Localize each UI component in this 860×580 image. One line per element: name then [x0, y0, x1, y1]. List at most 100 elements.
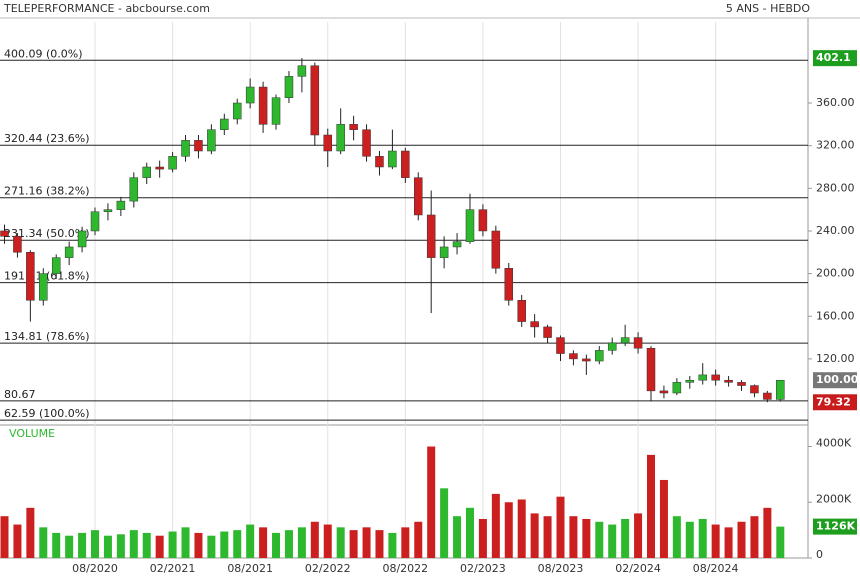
volume-bar: [39, 527, 48, 558]
candle-body: [129, 177, 139, 202]
candle-body: [582, 358, 591, 362]
volume-bar: [168, 531, 177, 558]
candle-body: [207, 129, 216, 152]
candle-body: [724, 379, 733, 383]
volume-bar: [0, 516, 9, 558]
candle-body: [556, 337, 565, 354]
candle-body: [116, 200, 126, 210]
candle-body: [336, 124, 345, 152]
y-tick-label: 280.00: [816, 181, 855, 194]
volume-bar: [26, 507, 35, 558]
candle-body: [39, 273, 48, 301]
candle-body: [26, 252, 35, 301]
candle-body: [530, 321, 539, 328]
volume-bar: [194, 532, 203, 558]
candle-body: [698, 374, 707, 381]
candle-body: [439, 246, 449, 258]
candle-body: [77, 230, 87, 248]
volume-bar: [181, 527, 190, 558]
candle-body: [323, 134, 332, 152]
candle-body: [763, 392, 772, 400]
volume-bar: [116, 534, 125, 558]
volume-label: VOLUME: [9, 427, 55, 440]
candle-body: [569, 353, 578, 360]
candle-body: [142, 166, 151, 178]
candle-body: [64, 246, 74, 258]
candle-body: [672, 382, 682, 394]
y-tick-label: 320.00: [816, 139, 855, 152]
price-badge: [813, 518, 857, 535]
volume-bar: [608, 524, 617, 558]
volume-bar: [698, 518, 707, 558]
candle-body: [595, 350, 604, 362]
volume-bar: [336, 527, 345, 558]
volume-bar: [207, 535, 216, 558]
candle-body: [349, 124, 358, 130]
candle-body: [620, 337, 630, 344]
candle-body: [0, 230, 9, 237]
volume-bar: [284, 530, 293, 558]
x-tick-label: 02/2024: [615, 562, 661, 575]
volume-bar: [142, 532, 151, 558]
candle-body: [13, 236, 22, 253]
volume-bar: [776, 526, 785, 558]
candle-body: [155, 166, 164, 170]
level-label: 62.59 (100.0%): [4, 407, 90, 420]
volume-bar: [763, 507, 772, 558]
candle-body: [426, 214, 436, 258]
chart-subtitle: 5 ANS - HEBDO: [726, 2, 810, 15]
candle-body: [504, 268, 514, 301]
volume-bar: [440, 488, 449, 558]
volume-bar: [621, 518, 630, 558]
candle-body: [646, 347, 656, 392]
x-tick-label: 08/2021: [227, 562, 273, 575]
volume-bar: [750, 516, 759, 558]
y-tick-label: 160.00: [816, 309, 855, 322]
candle-body: [543, 326, 552, 338]
x-tick-label: 08/2024: [693, 562, 739, 575]
volume-bar: [310, 521, 319, 558]
candle-body: [776, 379, 785, 400]
volume-bar: [453, 516, 462, 558]
volume-bar: [556, 496, 565, 558]
volume-bar: [52, 532, 61, 558]
volume-bar: [414, 521, 423, 558]
candle-body: [711, 374, 720, 381]
volume-bar: [297, 527, 306, 558]
volume-bar: [349, 530, 358, 558]
volume-bar: [530, 513, 539, 558]
candle-body: [168, 156, 177, 170]
price-badge-label: 100.00: [816, 373, 859, 386]
price-badge-label: 79.32: [816, 395, 851, 408]
level-label: 320.44 (23.6%): [4, 132, 90, 145]
candle-body: [103, 209, 113, 213]
candle-body: [271, 97, 281, 125]
volume-bar: [401, 527, 410, 558]
candle-body: [297, 65, 307, 77]
volume-bar: [155, 535, 164, 558]
volume-bar: [724, 527, 733, 558]
price-badge-label: 402.1: [816, 51, 851, 64]
x-tick-label: 02/2021: [150, 562, 196, 575]
volume-bar: [13, 524, 22, 558]
volume-bar: [65, 535, 74, 558]
candle-body: [310, 65, 320, 136]
volume-bar: [323, 524, 332, 558]
candle-body: [491, 230, 501, 269]
volume-bar: [595, 521, 604, 558]
candle-body: [465, 209, 475, 242]
volume-tick-label: 0: [816, 548, 823, 561]
y-tick-label: 120.00: [816, 352, 855, 365]
volume-bar: [569, 516, 578, 558]
candle-body: [685, 379, 695, 383]
y-tick-label: 240.00: [816, 224, 855, 237]
level-label: 80.67: [4, 388, 36, 401]
candle-body: [737, 382, 746, 386]
volume-bar: [362, 527, 371, 558]
candle-body: [362, 129, 371, 157]
volume-bar: [711, 524, 720, 558]
candle-body: [51, 257, 61, 274]
candle-body: [245, 86, 255, 104]
candle-body: [181, 140, 190, 157]
